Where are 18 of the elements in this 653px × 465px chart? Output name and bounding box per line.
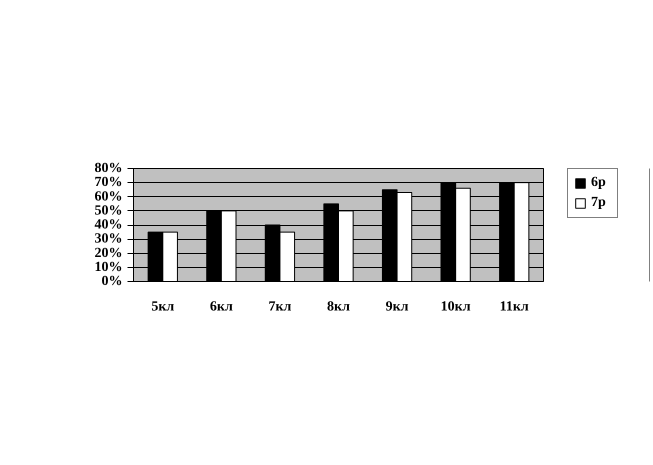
y-tick-label: 30% (94, 232, 122, 247)
x-tick-label: 10кл (440, 300, 471, 314)
y-tick-label: 20% (94, 246, 122, 261)
legend-label: 7р (591, 195, 607, 211)
y-tick-label: 0% (102, 274, 122, 289)
x-tick-label: 6кл (210, 300, 233, 314)
x-tick-label: 7кл (268, 300, 292, 314)
y-tick-label: 10% (94, 260, 122, 275)
x-tick-label: 5кл (151, 300, 174, 314)
x-tick-label: 11кл (500, 300, 529, 314)
y-tick-label: 50% (94, 203, 122, 218)
y-tick-label: 60% (94, 189, 122, 204)
x-tick-label: 9кл (386, 300, 409, 314)
legend-label: 6р (591, 175, 607, 191)
x-tick-label: 8кл (327, 300, 350, 314)
y-tick-label: 80% (94, 161, 122, 176)
y-tick-label: 40% (94, 218, 122, 232)
y-tick-label: 70% (94, 175, 122, 190)
